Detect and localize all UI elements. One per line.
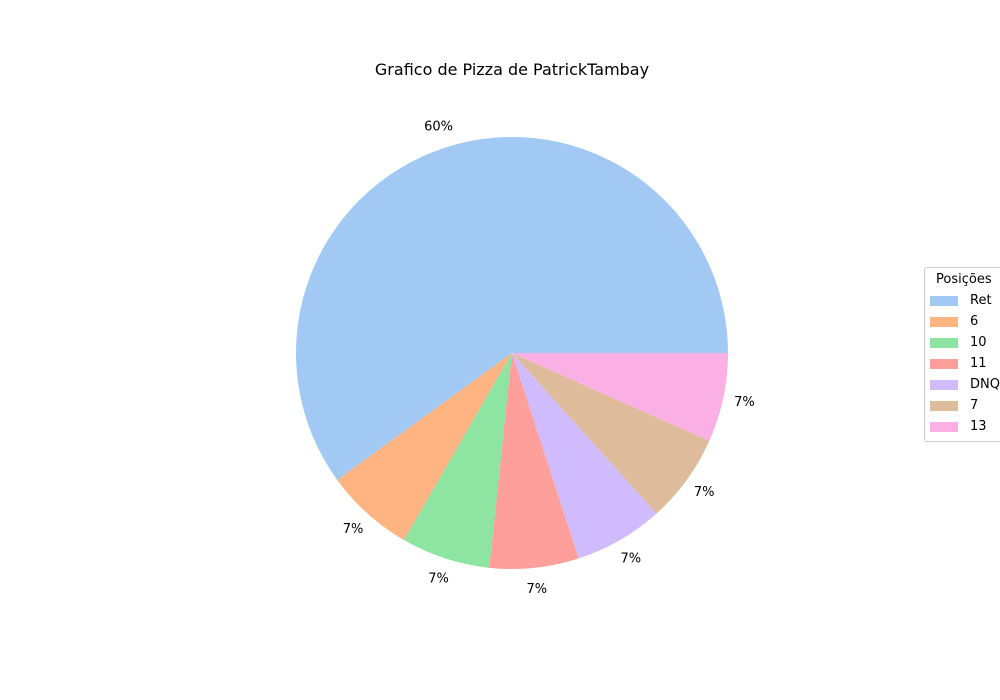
chart-title: Grafico de Pizza de PatrickTambay xyxy=(374,60,650,79)
legend-swatch xyxy=(930,400,958,411)
pie-pct-label-ret: 60% xyxy=(424,120,453,135)
legend-entry-6: 6 xyxy=(925,311,1000,332)
legend-entries: Ret 6 10 11 DNQ 7 13 xyxy=(925,290,1000,437)
pie-slice-11 xyxy=(489,353,579,570)
pie-pct-label-7: 7% xyxy=(694,485,715,500)
legend-entry-11: 11 xyxy=(925,353,1000,374)
legend-entry-ret: Ret xyxy=(925,290,1000,311)
legend-swatch xyxy=(930,316,958,327)
legend-label: 13 xyxy=(970,419,987,434)
pie-slice-ret xyxy=(296,137,728,480)
pie-slice-7 xyxy=(512,353,710,514)
legend-label: DNQ xyxy=(970,377,1000,392)
legend: Posições Ret 6 10 11 DNQ 7 13 xyxy=(924,267,1000,442)
legend-swatch xyxy=(930,358,958,369)
legend-entry-10: 10 xyxy=(925,332,1000,353)
legend-label: Ret xyxy=(970,293,992,308)
legend-label: 7 xyxy=(970,398,979,413)
legend-label: 11 xyxy=(970,356,987,371)
legend-label: 6 xyxy=(970,314,979,329)
legend-swatch xyxy=(930,379,958,390)
pie-pct-label-dnq: 7% xyxy=(620,551,641,566)
pie-pct-label-13: 7% xyxy=(734,395,755,410)
pie-slice-10 xyxy=(403,353,512,568)
legend-entry-dnq: DNQ xyxy=(925,374,1000,395)
pie-pct-label-10: 7% xyxy=(428,571,449,586)
legend-title: Posições xyxy=(936,272,992,287)
legend-entry-7: 7 xyxy=(925,395,1000,416)
legend-swatch xyxy=(930,295,958,306)
legend-swatch xyxy=(930,421,958,432)
legend-swatch xyxy=(930,337,958,348)
pie-pct-label-11: 7% xyxy=(527,582,548,597)
legend-entry-13: 13 xyxy=(925,416,1000,437)
pie-slice-dnq xyxy=(512,353,657,559)
pie-slice-6 xyxy=(337,353,512,541)
legend-label: 10 xyxy=(970,335,987,350)
pie-slice-13 xyxy=(512,353,728,441)
pie-pct-label-6: 7% xyxy=(343,522,364,537)
